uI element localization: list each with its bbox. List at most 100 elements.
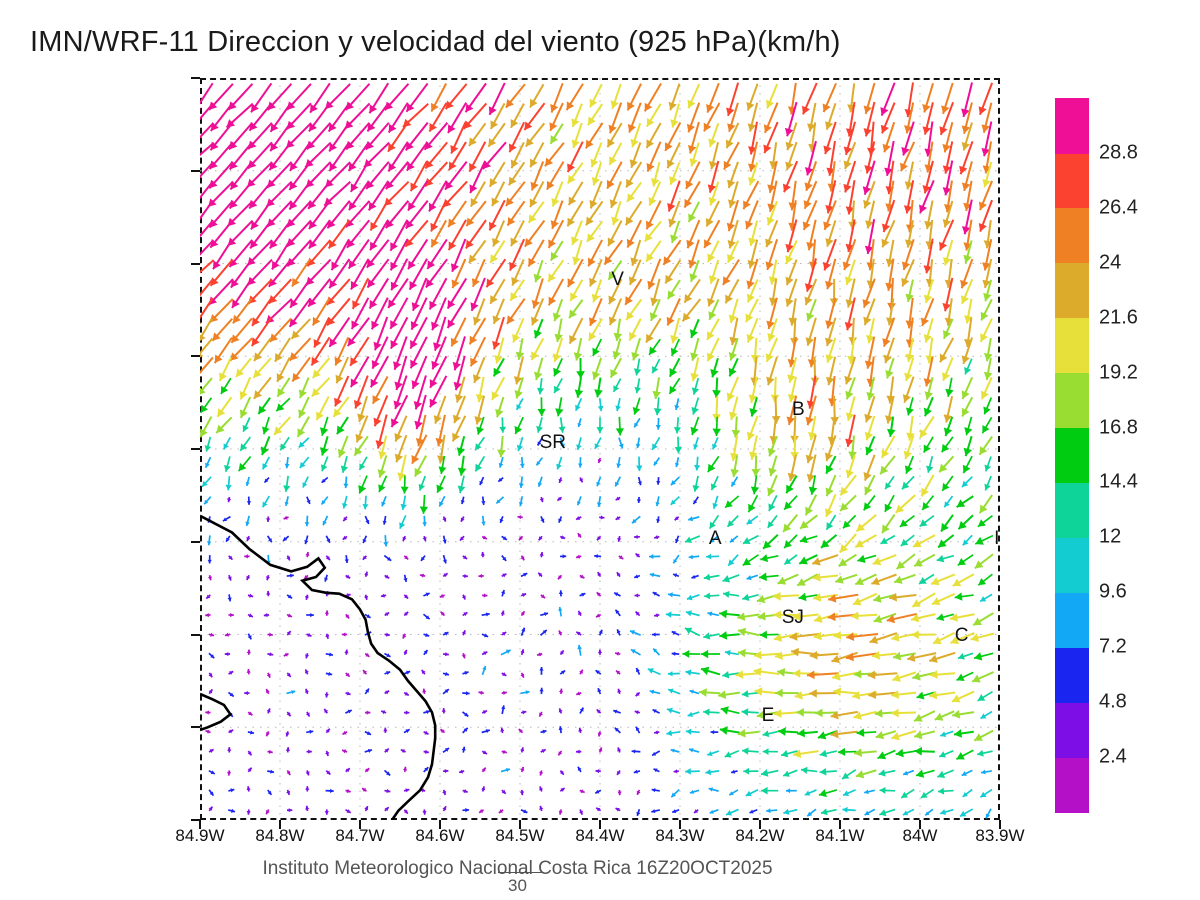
wind-arrow xyxy=(741,690,759,698)
wind-arrow xyxy=(265,809,270,815)
wind-arrow xyxy=(328,258,351,289)
wind-arrow xyxy=(383,554,392,562)
wind-arrow xyxy=(587,103,603,126)
wind-arrow xyxy=(403,809,409,815)
wind-arrow xyxy=(225,476,232,491)
wind-arrow xyxy=(961,376,974,400)
wind-arrow xyxy=(610,83,622,110)
wind-arrow xyxy=(407,238,429,270)
wind-arrow xyxy=(900,788,915,799)
wind-arrow xyxy=(895,748,916,758)
wind-arrow xyxy=(980,710,993,720)
wind-arrow xyxy=(950,632,975,645)
wind-arrow xyxy=(918,573,935,585)
wind-arrow xyxy=(980,769,993,775)
wind-arrow xyxy=(501,672,507,677)
colorbar-band xyxy=(1055,427,1089,484)
wind-arrow xyxy=(246,668,251,675)
wind-arrow xyxy=(928,651,956,663)
wind-arrow xyxy=(350,297,370,330)
wind-arrow xyxy=(239,396,252,419)
wind-arrow xyxy=(419,494,429,514)
wind-arrow xyxy=(983,397,993,415)
wind-arrow xyxy=(269,121,292,152)
wind-arrow xyxy=(809,650,839,660)
wind-arrow xyxy=(579,574,585,579)
wind-arrow xyxy=(341,749,348,754)
wind-arrow xyxy=(834,573,858,584)
wind-arrow xyxy=(973,729,994,742)
wind-arrow xyxy=(549,240,564,262)
wind-arrow xyxy=(901,475,915,490)
wind-arrow xyxy=(972,612,994,626)
wind-arrow xyxy=(962,455,973,474)
wind-arrow xyxy=(308,199,331,230)
colorbar-band xyxy=(1055,98,1089,154)
wind-arrow xyxy=(805,434,817,464)
wind-arrow xyxy=(634,710,641,715)
wind-arrow xyxy=(402,766,408,773)
wind-arrow xyxy=(558,516,563,523)
wind-arrow xyxy=(378,475,388,493)
wind-arrow xyxy=(692,496,700,505)
wind-arrow xyxy=(424,161,449,188)
wind-arrow xyxy=(335,356,350,384)
wind-arrow xyxy=(952,710,975,719)
wind-arrow xyxy=(913,553,936,567)
wind-arrow xyxy=(381,495,387,507)
wind-arrow xyxy=(806,454,817,483)
wind-arrow xyxy=(246,496,252,505)
wind-arrow xyxy=(527,239,545,267)
wind-arrow xyxy=(520,555,525,561)
wind-arrow xyxy=(603,239,624,266)
colorbar-tick-label: 21.6 xyxy=(1099,306,1138,329)
wind-arrow xyxy=(306,632,312,637)
wind-arrow xyxy=(845,376,856,400)
wind-arrow xyxy=(777,727,799,736)
wind-arrow xyxy=(325,535,331,544)
wind-arrow xyxy=(200,416,213,438)
wind-arrow xyxy=(924,377,934,400)
wind-arrow xyxy=(481,750,488,755)
x-axis-tick xyxy=(199,820,201,829)
colorbar: 2.4 4.8 7.2 9.6 12 14.4 16.8 19.2 21.6 24 26.4 28.8 xyxy=(1055,98,1138,813)
wind-arrow xyxy=(237,456,252,472)
wind-arrow xyxy=(205,729,211,734)
wind-arrow xyxy=(488,199,506,231)
wind-arrow xyxy=(402,633,407,639)
wind-arrow xyxy=(345,809,352,814)
wind-arrow xyxy=(672,573,680,578)
wind-arrow xyxy=(903,180,915,214)
wind-arrow xyxy=(864,474,876,496)
wind-arrow xyxy=(447,219,467,251)
wind-arrow xyxy=(218,357,232,382)
wind-arrow xyxy=(578,457,583,468)
wind-arrow xyxy=(614,476,622,487)
wind-arrow xyxy=(843,141,857,170)
wind-arrow xyxy=(247,730,255,735)
wind-arrow xyxy=(328,121,351,153)
wind-arrow xyxy=(313,317,331,349)
wind-arrow xyxy=(922,102,934,135)
wind-arrow xyxy=(421,669,426,675)
wind-arrow xyxy=(436,475,446,494)
wind-arrow xyxy=(227,770,232,776)
wind-arrow xyxy=(384,689,390,695)
wind-arrow xyxy=(224,456,231,472)
wind-arrow xyxy=(518,728,524,734)
wind-arrow xyxy=(825,474,837,497)
wind-arrow xyxy=(345,574,351,580)
wind-arrow xyxy=(559,535,566,540)
wind-arrow xyxy=(429,375,448,408)
wind-arrow xyxy=(850,611,878,621)
wind-arrow xyxy=(901,238,915,271)
coastline-islet xyxy=(200,692,233,732)
wind-arrow xyxy=(501,573,507,578)
wind-arrow xyxy=(423,649,429,656)
wind-arrow xyxy=(923,356,934,387)
wind-arrow xyxy=(608,278,623,305)
wind-arrow xyxy=(304,535,309,545)
wind-arrow xyxy=(320,436,329,456)
wind-arrow xyxy=(487,122,506,148)
wind-arrow xyxy=(650,161,661,187)
